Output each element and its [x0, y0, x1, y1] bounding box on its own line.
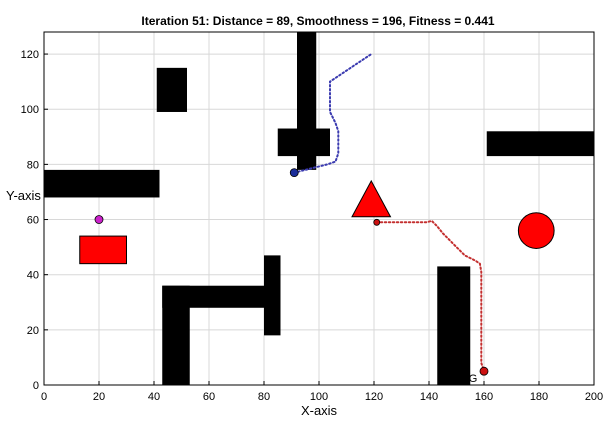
goal-label: G [469, 373, 478, 385]
obstacle-bottom-horizontal [162, 285, 281, 308]
x-tick-label: 140 [420, 391, 438, 403]
grid-lines [43, 32, 595, 386]
blue-path [293, 53, 373, 174]
x-tick-label: 20 [93, 391, 105, 403]
obstacles-layer [44, 32, 594, 385]
obstacle-small-square [156, 67, 187, 112]
y-tick-label: 20 [27, 325, 39, 337]
red-shapes-layer [79, 179, 555, 265]
chart-title: Iteration 51: Distance = 89, Smoothness … [141, 14, 494, 28]
obstacle-bottom-right-post [264, 255, 281, 336]
x-tick-label: 120 [365, 391, 383, 403]
obstacle-right-bar [486, 131, 594, 157]
markers-layer: G [94, 168, 489, 385]
x-tick-label: 100 [310, 391, 328, 403]
y-tick-label: 40 [27, 270, 39, 282]
x-tick-label: 200 [585, 391, 603, 403]
axis-ticks: 0 20 40 60 80 100 120 140 160 180 200 0 20 40 60 80 100 1… [21, 49, 603, 403]
red-circle [517, 212, 555, 249]
red-path [375, 219, 485, 373]
x-tick-label: 0 [41, 391, 47, 403]
magenta-point [94, 215, 104, 224]
red-path-start [373, 218, 381, 226]
blue-path-start [289, 168, 299, 178]
obstacle-t-horizontal [277, 128, 330, 157]
red-path-end [479, 366, 489, 376]
x-tick-label: 180 [530, 391, 548, 403]
y-axis-label: Y-axis [6, 188, 41, 203]
obstacle-left-bar [44, 169, 160, 198]
x-tick-label: 60 [203, 391, 215, 403]
x-tick-label: 80 [258, 391, 270, 403]
x-tick-label: 160 [475, 391, 493, 403]
red-triangle [351, 179, 392, 218]
y-tick-label: 80 [27, 159, 39, 171]
x-tick-label: 40 [148, 391, 160, 403]
y-tick-label: 120 [21, 49, 39, 61]
x-axis-label: X-axis [301, 403, 338, 418]
y-tick-label: 0 [33, 380, 39, 392]
red-rectangle [79, 235, 127, 265]
obstacle-bottom-tall [437, 266, 471, 385]
paths-layer [293, 53, 485, 373]
y-tick-label: 60 [27, 215, 39, 227]
y-tick-label: 100 [21, 104, 39, 116]
